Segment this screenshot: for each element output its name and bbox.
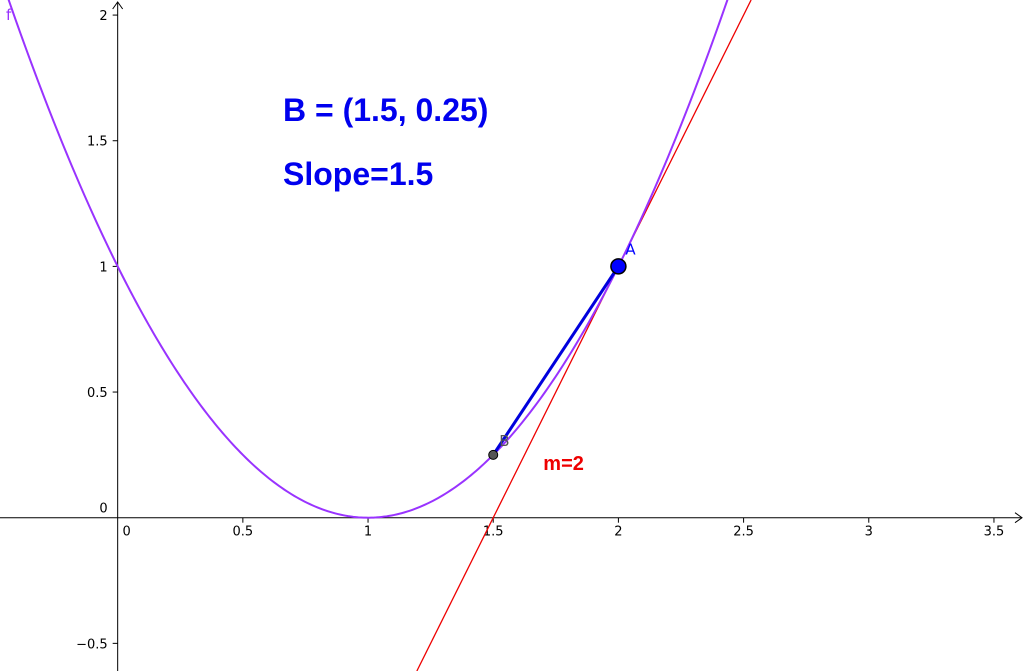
- x-tick-group: 0 0.5 1 1.5 2 2.5 3 3.5: [123, 517, 1005, 540]
- x-axis-arrow-icon: [1014, 512, 1023, 524]
- x-tick-label: 3: [865, 525, 873, 540]
- point-group: AB: [488, 240, 636, 460]
- x-tick-label: 0: [123, 525, 131, 540]
- point-a-label: A: [625, 240, 636, 258]
- secant-segment[interactable]: [491, 265, 620, 456]
- x-tick-label: 3.5: [984, 525, 1005, 540]
- y-tick-label: 0: [99, 502, 107, 517]
- y-tick-label: −0.5: [76, 637, 108, 652]
- secant-slope-text: Slope=1.5: [283, 156, 433, 192]
- y-tick-label: 1: [99, 260, 107, 275]
- point-a-marker[interactable]: [610, 258, 627, 275]
- x-tick-label: 0.5: [233, 525, 254, 540]
- tangent-slope-label: m=2: [543, 453, 584, 475]
- function-curve-f[interactable]: [0, 0, 742, 519]
- x-tick-label: 2.5: [733, 525, 754, 540]
- y-tick-group: 0 0.5 1 1.5 2 −0.5: [76, 9, 118, 652]
- point-b-marker[interactable]: [488, 449, 499, 460]
- point-b-label: B: [499, 432, 509, 450]
- point-b-coordinates-text: B = (1.5, 0.25): [283, 92, 488, 128]
- y-tick-label: 0.5: [87, 386, 108, 401]
- x-tick-label: 1: [364, 525, 372, 540]
- x-tick-label: 2: [614, 525, 622, 540]
- y-axis-arrow-icon: [112, 1, 124, 10]
- y-tick-label: 2: [99, 9, 107, 24]
- y-tick-label: 1.5: [87, 135, 108, 150]
- curve-label: f: [6, 6, 12, 24]
- tangent-line[interactable]: [416, 0, 752, 671]
